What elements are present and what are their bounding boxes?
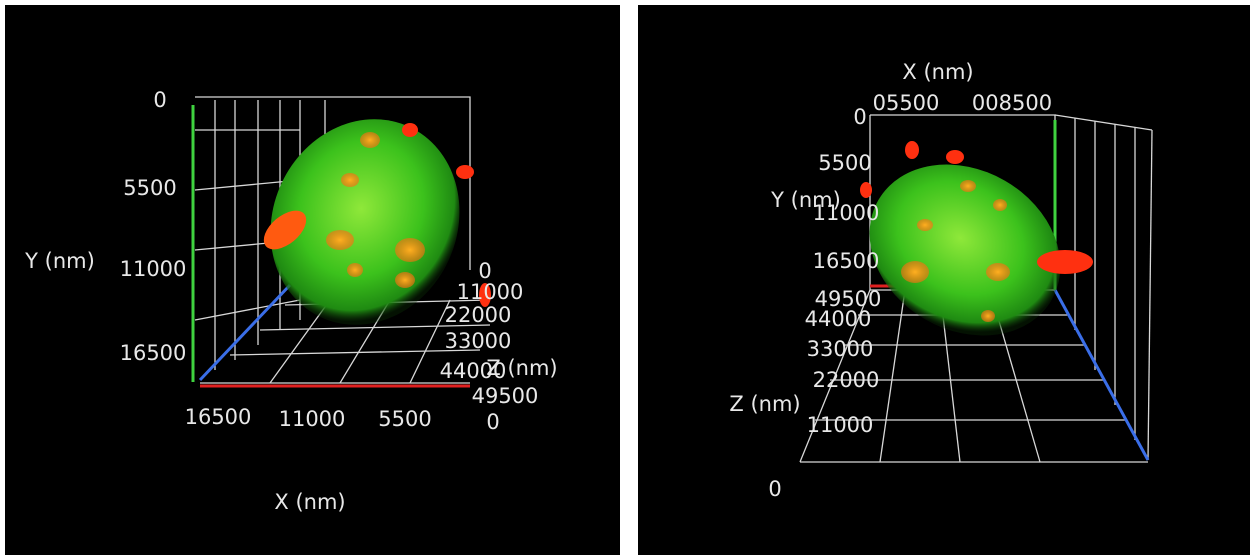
axis-label: 0 [853, 105, 866, 129]
axis-label: 0 [768, 477, 781, 501]
axis-label: Y (nm) [24, 249, 95, 273]
axis-label: 0 [486, 410, 499, 434]
axis-label: 0 [153, 88, 166, 112]
axis-label: 11000 [279, 407, 346, 431]
axis-label: 22000 [813, 368, 880, 392]
axis-label: 44000 [805, 307, 872, 331]
axis-label: 22000 [445, 303, 512, 327]
axis-label: Z (nm) [486, 356, 557, 380]
axis-label: 16500 [813, 249, 880, 273]
axis-label: 33000 [445, 329, 512, 353]
axis-label: 16500 [185, 405, 252, 429]
axis-label: X (nm) [902, 60, 973, 84]
axis-label: X (nm) [274, 490, 345, 514]
figure: 05500Y (nm)110001650016500110005500X (nm… [0, 0, 1253, 559]
axis-label: Z (nm) [729, 392, 800, 416]
axis-label: 5500 [818, 151, 871, 175]
axis-label: 11000 [807, 413, 874, 437]
axis-label: 11000 [813, 201, 880, 225]
axis-label: 5500 [123, 176, 176, 200]
axis-label: 16500 [120, 341, 187, 365]
axis-label: 5500 [378, 407, 431, 431]
axis-label: 33000 [807, 337, 874, 361]
axis-label: 11000 [120, 257, 187, 281]
axis-label: 11000 [457, 280, 524, 304]
axis-label: 49500 [472, 384, 539, 408]
axis-label: 008500 [972, 91, 1052, 115]
axis-label: 05500 [873, 91, 940, 115]
